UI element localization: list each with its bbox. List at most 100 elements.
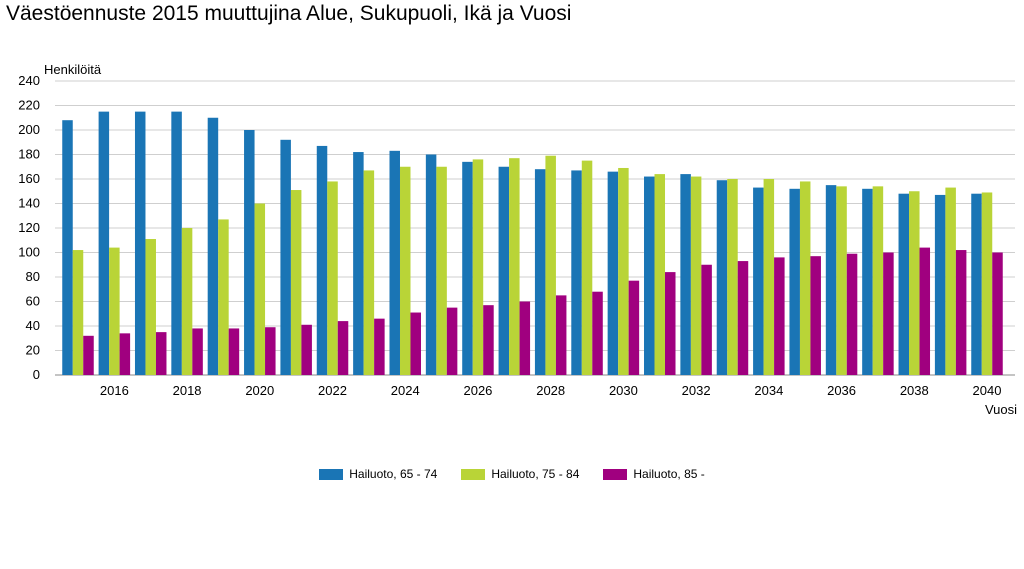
bar-2-2016 [109, 247, 120, 375]
x-tick-label: 2028 [536, 383, 565, 398]
y-tick-label: 80 [26, 269, 40, 284]
y-tick-label: 0 [33, 367, 40, 382]
bar-1-2037 [862, 188, 873, 375]
bar-2-2030 [618, 167, 629, 375]
bar-3-2033 [737, 261, 749, 375]
legend-swatch [461, 468, 486, 480]
bar-2-2019 [218, 219, 229, 375]
bar-3-2028 [555, 295, 567, 375]
legend-label: Hailuoto, 85 - [633, 467, 705, 481]
bar-2-2033 [727, 179, 738, 375]
x-tick-label: 2040 [973, 383, 1002, 398]
bar-chart: Henkilöitä Vuosi 02040608010012014016018… [18, 62, 1017, 417]
y-tick-label: 220 [18, 98, 40, 113]
bar-2-2035 [799, 181, 811, 375]
bar-1-2015 [62, 120, 73, 375]
bar-1-2033 [716, 180, 728, 375]
y-tick-labels: 0 20 40 60 80 100 120 140 160 180 200 220 240 [18, 73, 40, 382]
bar-2-2024 [399, 166, 411, 375]
x-axis-label: Vuosi [985, 402, 1017, 417]
bar-2-2036 [836, 186, 847, 375]
bar-2-2026 [472, 159, 484, 375]
x-tick-label: 2024 [391, 383, 420, 398]
y-tick-label: 240 [18, 73, 40, 88]
bar-1-2017 [134, 111, 146, 375]
bar-2-2031 [654, 174, 666, 375]
bar-3-2016 [119, 333, 131, 375]
bar-3-2037 [883, 252, 894, 375]
bar-3-2029 [592, 291, 603, 375]
bar-3-2039 [955, 250, 967, 375]
bar-1-2016 [98, 111, 110, 375]
bar-3-2032 [701, 264, 712, 375]
bar-2-2038 [909, 191, 920, 375]
bar-1-2018 [171, 111, 182, 375]
bar-1-2029 [571, 170, 582, 375]
x-tick-label: 2030 [609, 383, 638, 398]
x-tick-label: 2018 [173, 383, 202, 398]
bar-1-2027 [498, 166, 510, 375]
bar-3-2015 [83, 335, 94, 375]
y-tick-label: 60 [26, 294, 40, 309]
bar-1-2024 [389, 150, 400, 375]
bar-1-2023 [353, 152, 364, 375]
bar-1-2030 [607, 171, 619, 375]
bar-1-2020 [244, 130, 255, 375]
bar-1-2040 [971, 193, 982, 375]
x-tick-labels: 2016 2018 2020 2022 2024 2026 2028 2030 2032 2034… [100, 383, 1002, 398]
y-tick-label: 160 [18, 171, 40, 186]
legend-label: Hailuoto, 65 - 74 [349, 467, 438, 481]
y-tick-label: 20 [26, 343, 40, 358]
bar-1-2019 [207, 117, 219, 375]
bar-2-2025 [436, 166, 447, 375]
bar-2-2037 [872, 186, 884, 375]
bar-3-2026 [483, 305, 494, 375]
y-axis-label: Henkilöitä [44, 62, 102, 77]
bar-3-2027 [519, 301, 531, 375]
bar-3-2031 [665, 272, 676, 375]
bar-1-2035 [789, 188, 800, 375]
y-tick-label: 120 [18, 220, 40, 235]
bar-2-2027 [509, 158, 520, 375]
bar-2-2017 [145, 239, 156, 375]
x-tick-label: 2032 [682, 383, 711, 398]
x-tick-label: 2036 [827, 383, 856, 398]
x-tick-label: 2038 [900, 383, 929, 398]
bar-1-2034 [753, 187, 764, 375]
bar-3-2030 [628, 280, 640, 375]
chart-title: Väestöennuste 2015 muuttujina Alue, Suku… [6, 2, 572, 25]
bar-3-2020 [265, 327, 276, 375]
bar-3-2019 [228, 328, 240, 375]
x-tick-label: 2020 [245, 383, 274, 398]
bar-2-2018 [181, 228, 193, 375]
legend-item: Hailuoto, 65 - 74 [319, 467, 437, 481]
legend-label: Hailuoto, 75 - 84 [491, 467, 580, 481]
bar-3-2035 [810, 256, 821, 375]
bar-2-2015 [72, 250, 84, 375]
bar-1-2031 [644, 176, 655, 375]
bar-1-2036 [825, 185, 837, 375]
bar-3-2036 [846, 253, 858, 375]
bar-2-2029 [581, 160, 593, 375]
bar-3-2024 [410, 312, 421, 375]
x-tick-label: 2034 [754, 383, 783, 398]
bar-2-2020 [254, 203, 266, 375]
y-tick-label: 180 [18, 147, 40, 162]
bar-2-2034 [763, 179, 775, 375]
legend-swatch [603, 468, 628, 480]
bar-3-2021 [301, 324, 312, 375]
bar-3-2023 [374, 318, 385, 375]
legend-swatch [319, 468, 344, 480]
bar-3-2018 [192, 328, 203, 375]
y-tick-label: 100 [18, 245, 40, 260]
bar-1-2025 [425, 154, 437, 375]
bar-1-2021 [280, 139, 291, 375]
bar-2-2021 [290, 190, 302, 375]
x-tick-label: 2016 [100, 383, 129, 398]
bar-2-2040 [981, 192, 993, 375]
bar-3-2022 [337, 321, 349, 375]
x-tick-label: 2022 [318, 383, 347, 398]
bar-1-2022 [316, 145, 328, 375]
bar-series-group [62, 111, 1003, 375]
bar-2-2028 [545, 155, 556, 375]
